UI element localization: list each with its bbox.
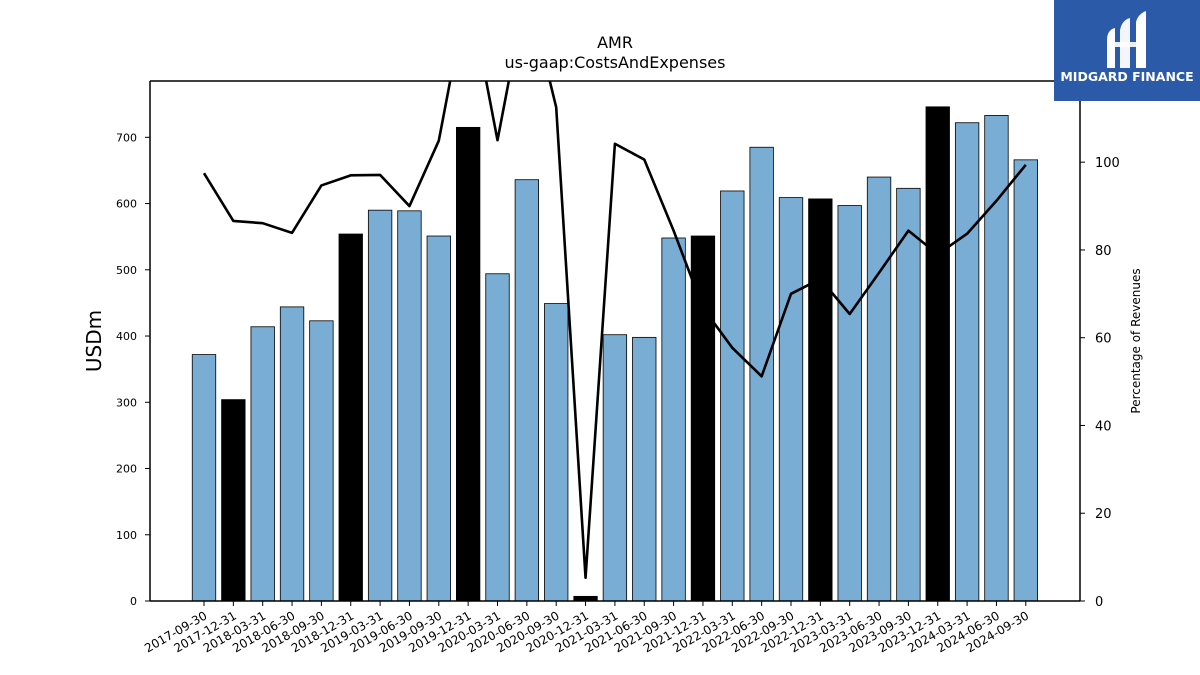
bar-2020-06-30 [514, 179, 539, 602]
y2-axis-label: Percentage of Revenues [1129, 268, 1143, 413]
y-tick-label: 600 [116, 198, 137, 211]
y-tick-label: 0 [130, 595, 137, 608]
logo-mark-icon [1107, 11, 1146, 68]
y-tick-label: 300 [116, 396, 137, 409]
bar-2019-09-30 [426, 235, 451, 602]
y2-tick-label: 0 [1095, 595, 1103, 610]
x-ticks: 2017-09-302017-12-312018-03-312018-06-30… [142, 601, 1031, 655]
bar-2018-12-31 [338, 233, 363, 602]
bar-2021-12-31 [690, 235, 716, 602]
y-tick-label: 400 [116, 330, 137, 343]
y-tick-label: 700 [116, 131, 137, 144]
bar-2019-06-30 [397, 210, 422, 602]
y2-tick-label: 100 [1095, 156, 1120, 171]
left-y-ticks: 0 100 200 300 400 500 600 700 [116, 131, 150, 608]
bar-2022-09-30 [778, 197, 804, 602]
logo-text: MIDGARD FINANCE [1060, 69, 1193, 84]
y2-tick-label: 40 [1095, 419, 1112, 434]
bar-2017-12-31 [221, 399, 246, 602]
y2-tick-label: 20 [1095, 507, 1112, 522]
bar-2021-06-30 [632, 336, 657, 602]
bar-2024-09-30 [1013, 159, 1038, 602]
bar-2023-06-30 [866, 176, 892, 602]
bar-2017-09-30 [191, 354, 217, 602]
chart-subtitle: us-gaap:CostsAndExpenses [505, 53, 726, 72]
y2-tick-label: 80 [1095, 244, 1112, 259]
y-tick-label: 100 [116, 529, 137, 542]
bar-2024-06-30 [984, 115, 1009, 602]
line-series [202, 81, 1027, 580]
bar-2020-03-31 [485, 273, 510, 602]
bar-2018-09-30 [309, 320, 334, 602]
bar-2024-03-31 [954, 122, 980, 602]
y-tick-label: 500 [116, 264, 137, 277]
bar-2019-12-31 [455, 126, 481, 602]
bar-2018-03-31 [250, 326, 275, 602]
chart-title: AMR [597, 33, 633, 52]
bar-2021-09-30 [661, 237, 686, 602]
bar-2022-03-31 [720, 190, 745, 602]
bar-2020-09-30 [544, 303, 569, 602]
y-tick-label: 200 [116, 463, 137, 476]
y-axis-label: USDm [82, 310, 106, 372]
percentage-of-revenues-line [202, 81, 1027, 580]
midgard-finance-logo: MIDGARD FINANCE [1054, 0, 1200, 101]
bar-2019-03-31 [367, 209, 393, 602]
bar-2023-12-31 [925, 106, 950, 602]
bar-2022-12-31 [808, 198, 833, 602]
bar-series [191, 106, 1038, 602]
bar-2018-06-30 [279, 306, 305, 602]
bar-2023-03-31 [837, 205, 862, 602]
bar-2021-03-31 [602, 334, 628, 602]
right-y-ticks: 0 20 40 60 80 100 [1080, 156, 1120, 610]
bar-2023-09-30 [896, 187, 921, 602]
y2-tick-label: 60 [1095, 332, 1112, 347]
